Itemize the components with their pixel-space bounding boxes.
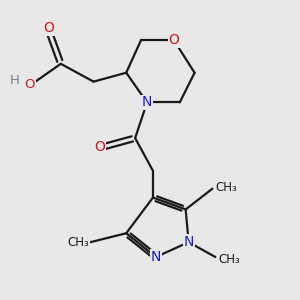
Text: CH₃: CH₃ — [215, 181, 237, 194]
Text: O: O — [24, 78, 35, 91]
Text: N: N — [184, 235, 194, 249]
Text: O: O — [44, 21, 54, 35]
Text: O: O — [168, 33, 179, 47]
Text: CH₃: CH₃ — [67, 236, 89, 249]
Text: H: H — [10, 74, 20, 87]
Text: N: N — [142, 95, 152, 110]
Text: CH₃: CH₃ — [218, 254, 240, 266]
Text: O: O — [94, 140, 105, 154]
Text: N: N — [151, 250, 161, 264]
